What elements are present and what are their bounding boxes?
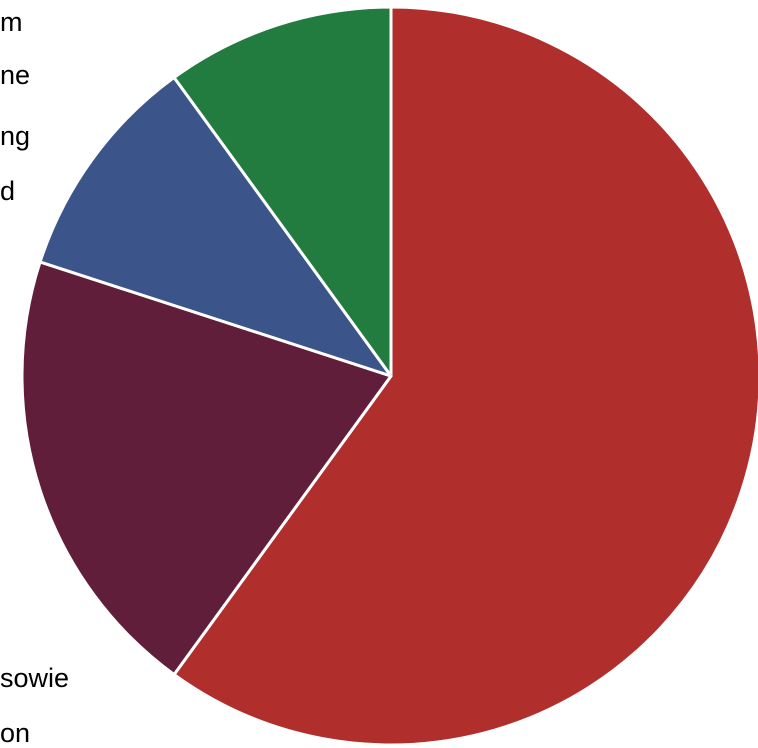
pie-slice-2 [20,260,393,677]
label-fragment-6: on [0,718,31,748]
label-fragment-3: ng [0,121,31,151]
pie-slice-4 [172,5,393,378]
label-fragment-4: d [0,176,16,206]
label-fragment-1: m [0,7,23,37]
pie-slice-1 [172,5,758,747]
label-fragment-2: ne [0,60,31,90]
pie-slice-3 [38,75,393,378]
label-fragment-5: sowie [0,663,70,693]
